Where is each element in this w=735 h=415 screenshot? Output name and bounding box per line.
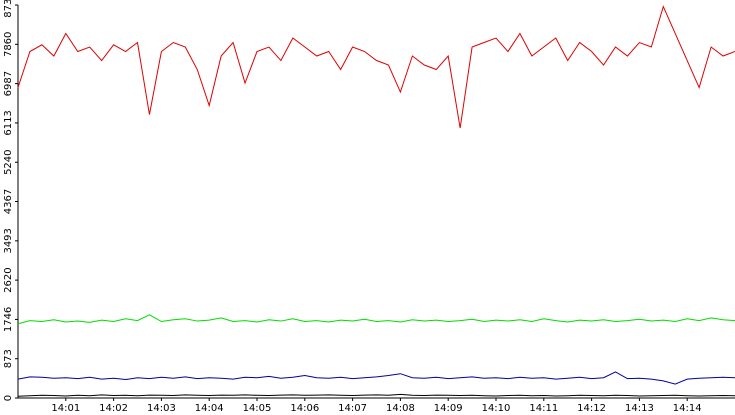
x-tick-label: 14:13 [625, 403, 654, 414]
y-tick-label: 4367 [3, 189, 14, 214]
y-tick-label: 3493 [3, 228, 14, 253]
series-line [17, 393, 735, 397]
y-tick-label: 6113 [3, 110, 14, 135]
x-tick-label: 14:07 [338, 403, 367, 414]
x-tick-label: 14:03 [147, 403, 176, 414]
y-tick-label: 2620 [3, 267, 14, 292]
x-tick-label: 14:11 [529, 403, 558, 414]
x-tick-label: 14:05 [243, 403, 272, 414]
x-tick-label: 14:12 [577, 403, 606, 414]
x-tick-label: 14:04 [195, 403, 224, 414]
x-tick-label: 14:01 [51, 403, 80, 414]
x-tick-label: 14:10 [482, 403, 511, 414]
series-line [17, 5, 735, 129]
y-tick-label: 6987 [3, 71, 14, 96]
series-line [17, 314, 735, 325]
x-tick-label: 14:14 [673, 403, 702, 414]
x-tick-label: 14:09 [434, 403, 463, 414]
x-tick-label: 14:06 [290, 403, 319, 414]
series-line [17, 371, 735, 385]
y-tick-label: 0 [3, 395, 14, 401]
y-tick-label: 5240 [3, 149, 14, 174]
y-tick-label: 8734 [3, 0, 14, 18]
x-tick-label: 14:02 [99, 403, 128, 414]
y-tick-label: 873 [3, 349, 14, 368]
y-tick-label: 7860 [3, 32, 14, 57]
x-tick-label: 14:08 [386, 403, 415, 414]
y-tick-label: 1746 [3, 307, 14, 332]
